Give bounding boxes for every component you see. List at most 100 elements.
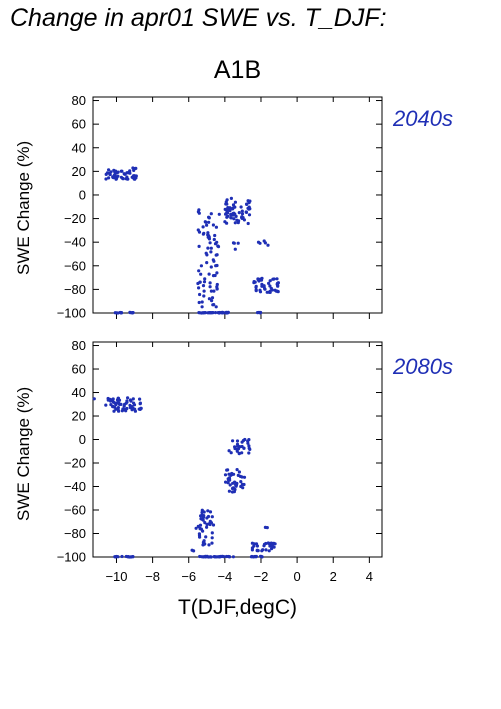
data-point [128,169,132,173]
y-tick-label: 40 [72,385,86,400]
y-tick-label: 0 [79,432,86,447]
data-point [128,406,132,410]
data-point [229,196,233,200]
data-point [209,212,213,216]
plot-frame [92,96,383,314]
data-point [201,284,206,288]
data-point [198,523,203,527]
data-point [109,399,113,403]
data-point [131,397,135,401]
data-point [206,231,210,235]
data-point [210,531,214,535]
data-point [233,247,237,251]
y-tick-label: 80 [72,338,86,353]
data-point [131,176,135,180]
y-tick-label: 80 [72,93,86,108]
data-point [208,285,212,289]
data-point [239,205,243,209]
data-point [242,475,247,479]
data-point [121,407,125,411]
data-point [197,230,202,234]
y-tick-label: −40 [64,235,86,250]
data-point [226,481,230,485]
data-point [241,486,245,490]
data-point [197,244,201,248]
data-point [214,305,218,309]
x-tick-label: −2 [254,569,269,584]
data-point [231,439,235,443]
data-point [204,535,208,539]
data-point [269,541,273,545]
data-point [203,220,207,224]
data-point [132,401,136,405]
data-point [205,525,209,529]
data-point [230,471,234,476]
data-point [124,409,128,413]
y-tick-label: −100 [57,306,86,321]
data-point [207,220,211,224]
data-point [265,290,269,294]
data-point [255,544,259,548]
data-point [201,529,205,533]
data-point [226,208,231,212]
data-point [267,281,271,285]
data-point [203,277,207,281]
data-point [216,245,221,249]
data-point [119,169,123,173]
data-point [254,284,258,288]
data-point [201,311,205,315]
data-point [119,402,123,406]
data-point [232,490,236,494]
data-point [265,526,269,530]
data-point [205,516,209,520]
data-point [236,473,240,477]
data-point [236,241,240,245]
data-point [261,548,265,552]
data-point [256,278,260,282]
data-point [235,468,239,472]
data-point [198,526,202,530]
data-point [214,253,218,257]
data-point [126,396,130,400]
y-tick-label: −80 [64,282,86,297]
y-tick-label: 40 [72,140,86,155]
data-point [128,171,132,175]
data-point [210,296,215,300]
data-point [262,542,267,546]
data-point [107,176,111,180]
data-point [202,231,206,235]
data-point [233,221,237,225]
data-point [208,281,212,285]
data-point [262,239,266,243]
data-point [264,548,268,552]
data-point [214,264,218,268]
data-point [248,447,252,451]
data-point [92,397,96,401]
data-point [246,221,250,226]
data-point [197,533,202,538]
data-point [225,198,229,202]
data-point [113,311,117,315]
data-point [211,303,215,307]
data-point [202,289,206,293]
data-point [240,475,244,479]
data-point [202,280,207,284]
data-point [207,215,211,219]
y-tick-label: 0 [79,187,86,202]
data-point [124,401,128,405]
data-point [259,310,263,315]
data-point [109,170,113,174]
data-point [242,482,246,487]
data-point [224,310,228,314]
data-point [213,311,218,315]
data-point [231,211,235,216]
data-point [211,311,215,315]
data-point [273,542,277,546]
y-tick-label: −20 [64,456,86,471]
data-point [122,404,126,408]
data-point [198,554,202,559]
data-point [138,397,142,401]
y-tick-label: 60 [72,117,86,132]
data-point [235,449,239,453]
data-point [108,172,112,176]
